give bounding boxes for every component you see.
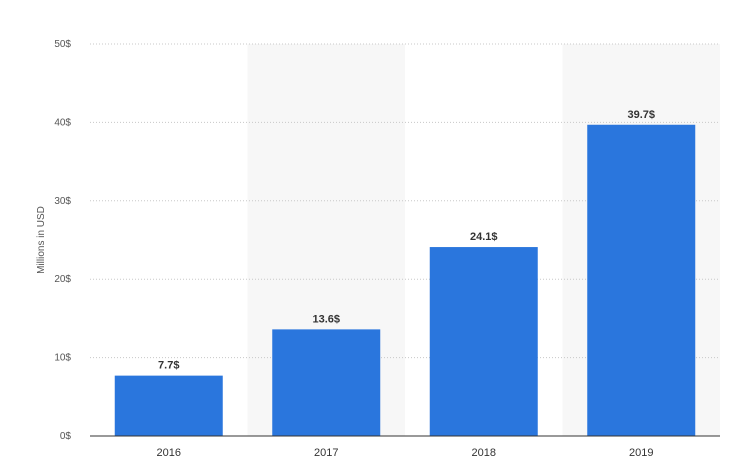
- x-axis-ticks: 2016 2017 2018 2019: [157, 447, 654, 459]
- x-tick-label: 2016: [157, 447, 181, 459]
- data-label: 7.7$: [158, 360, 179, 372]
- x-tick-label: 2018: [472, 447, 496, 459]
- bar-2019: [587, 124, 696, 436]
- bars: [114, 124, 696, 436]
- data-label: 39.7$: [627, 109, 655, 121]
- y-axis-ticks: 0$ 10$ 20$ 30$ 40$ 50$: [54, 39, 71, 442]
- y-tick-label: 30$: [54, 196, 71, 207]
- data-label: 24.1$: [470, 231, 498, 243]
- y-tick-label: 40$: [54, 117, 71, 128]
- data-label: 13.6$: [312, 313, 340, 325]
- y-axis-title: Millions in USD: [36, 206, 47, 274]
- bar-2017: [272, 329, 381, 436]
- y-tick-label: 10$: [54, 353, 71, 364]
- y-tick-label: 50$: [54, 39, 71, 50]
- data-labels: 7.7$ 13.6$ 24.1$ 39.7$: [158, 109, 655, 372]
- y-tick-label: 20$: [54, 274, 71, 285]
- x-tick-label: 2019: [629, 447, 653, 459]
- bar-2018: [429, 247, 538, 436]
- x-tick-label: 2017: [314, 447, 338, 459]
- y-tick-label: 0$: [60, 431, 72, 442]
- bar-2016: [114, 375, 223, 436]
